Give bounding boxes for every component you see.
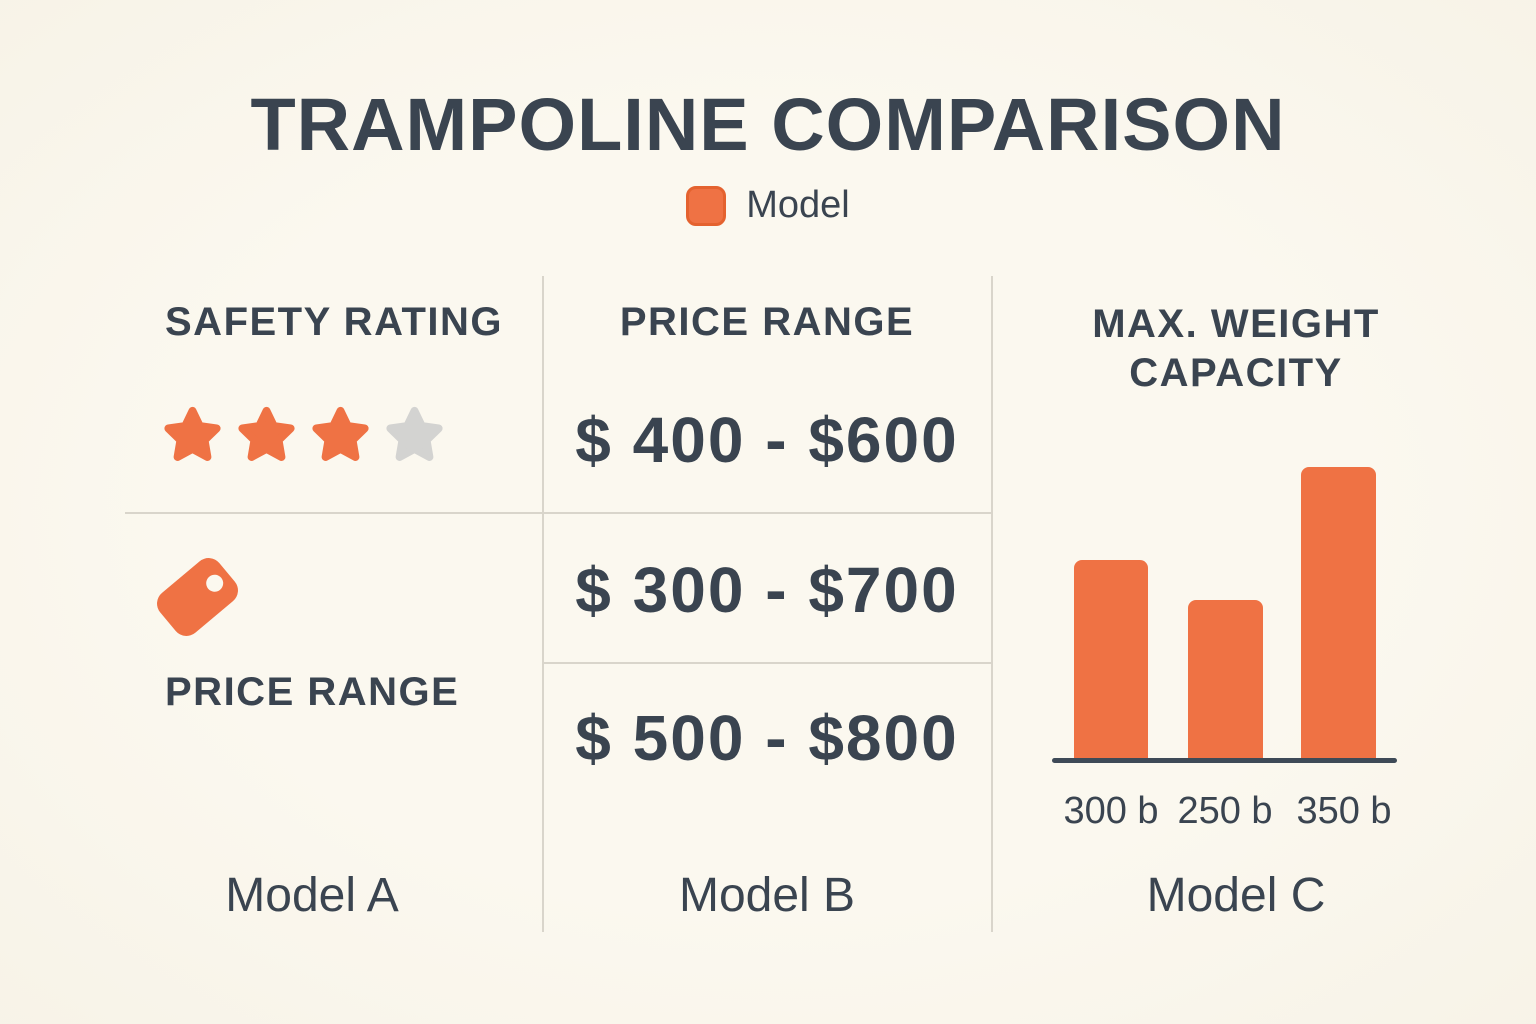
- model-c-label: Model C: [1146, 869, 1326, 922]
- price-value-row-3: $ 500 - $800: [575, 702, 959, 774]
- star-rating: [161, 404, 446, 467]
- max-weight-heading-line2: CAPACITY: [1129, 351, 1343, 396]
- bar-label-250: 250 b: [1177, 790, 1273, 832]
- model-b-label: Model B: [678, 869, 856, 922]
- legend: Model: [0, 184, 1536, 227]
- model-a-label: Model A: [225, 869, 399, 922]
- divider-vertical-right: [991, 276, 993, 932]
- bar-label-350: 350 b: [1296, 790, 1392, 832]
- max-weight-heading-line1: MAX. WEIGHT: [1092, 302, 1380, 346]
- bar-300: [1074, 560, 1148, 760]
- max-weight-heading: MAX. WEIGHT CAPACITY: [996, 300, 1476, 398]
- price-tag-hole: [202, 570, 227, 595]
- legend-label: Model: [746, 184, 850, 226]
- chart-baseline-axis: [1052, 758, 1397, 763]
- divider-horizontal-middle: [544, 662, 991, 664]
- price-range-label: PRICE RANGE: [165, 670, 460, 714]
- star-icon: [235, 404, 298, 467]
- bar-350: [1301, 467, 1376, 760]
- price-value-row-1: $ 400 - $600: [575, 404, 959, 476]
- bar-label-300: 300 b: [1063, 790, 1159, 832]
- divider-horizontal-top: [125, 512, 991, 514]
- divider-vertical-left: [542, 276, 544, 932]
- star-icon: [161, 404, 224, 467]
- safety-rating-heading: SAFETY RATING: [165, 300, 504, 344]
- price-range-heading: PRICE RANGE: [619, 300, 915, 344]
- legend-swatch-icon: [686, 185, 727, 226]
- price-value-row-2: $ 300 - $700: [575, 554, 959, 626]
- bar-250: [1188, 600, 1263, 760]
- star-icon: [309, 404, 372, 467]
- star-icon: [383, 404, 446, 467]
- price-tag-icon: [151, 552, 244, 642]
- page-title: TRAMPOLINE COMPARISON: [250, 83, 1286, 166]
